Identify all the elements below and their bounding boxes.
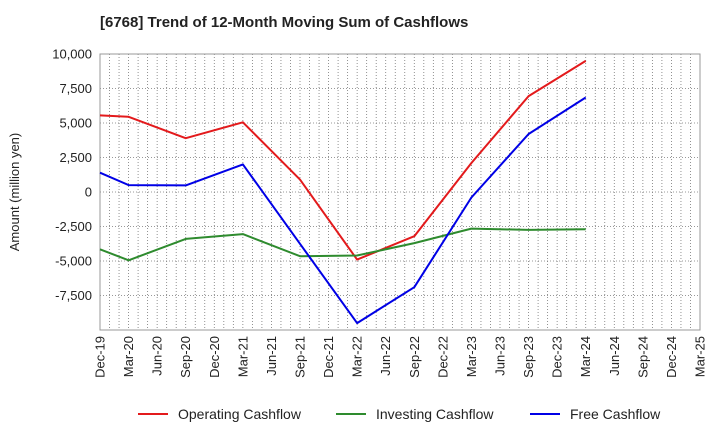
y-tick-label: -5,000 — [55, 254, 92, 269]
x-tick-label: Sep-20 — [178, 336, 193, 378]
plot-border — [99, 53, 701, 331]
x-tick-label: Sep-24 — [635, 336, 650, 378]
y-tick-label: 5,000 — [59, 116, 92, 131]
series-line-operating-cashflow — [99, 60, 587, 261]
x-tick-label: Mar-25 — [693, 336, 708, 377]
legend-label-operating-cashflow: Operating Cashflow — [178, 406, 302, 422]
y-tick-label: 10,000 — [52, 47, 92, 62]
x-tick-label: Mar-24 — [578, 336, 593, 377]
x-tick-label: Jun-23 — [493, 336, 508, 376]
y-axis-title: Amount (million yen) — [7, 133, 22, 252]
x-tick-label: Sep-21 — [293, 336, 308, 378]
x-tick-label: Dec-20 — [207, 336, 222, 378]
y-tick-label: 7,500 — [59, 81, 92, 96]
legend-label-investing-cashflow: Investing Cashflow — [376, 406, 494, 422]
legend-label-free-cashflow: Free Cashflow — [570, 406, 661, 422]
y-tick-label: 2,500 — [59, 150, 92, 165]
y-tick-label: -7,500 — [55, 288, 92, 303]
x-tick-label: Dec-24 — [664, 336, 679, 378]
x-tick-label: Sep-23 — [521, 336, 536, 378]
series-line-free-cashflow — [99, 96, 587, 325]
chart-title: [6768] Trend of 12-Month Moving Sum of C… — [100, 14, 469, 31]
x-tick-label: Mar-23 — [464, 336, 479, 377]
y-tick-label: 0 — [85, 185, 92, 200]
x-tick-label: Sep-22 — [407, 336, 422, 378]
series-line-investing-cashflow — [99, 227, 586, 262]
x-tick-label: Mar-20 — [121, 336, 136, 377]
x-tick-label: Dec-21 — [321, 336, 336, 378]
x-tick-label: Jun-22 — [378, 336, 393, 376]
x-tick-label: Mar-21 — [235, 336, 250, 377]
x-tick-label: Mar-22 — [350, 336, 365, 377]
x-tick-label: Jun-24 — [607, 336, 622, 376]
x-tick-label: Dec-19 — [93, 336, 108, 378]
x-tick-label: Dec-23 — [550, 336, 565, 378]
x-tick-label: Jun-20 — [150, 336, 165, 376]
x-tick-label: Jun-21 — [264, 336, 279, 376]
y-tick-label: -2,500 — [55, 219, 92, 234]
x-tick-label: Dec-22 — [435, 336, 450, 378]
